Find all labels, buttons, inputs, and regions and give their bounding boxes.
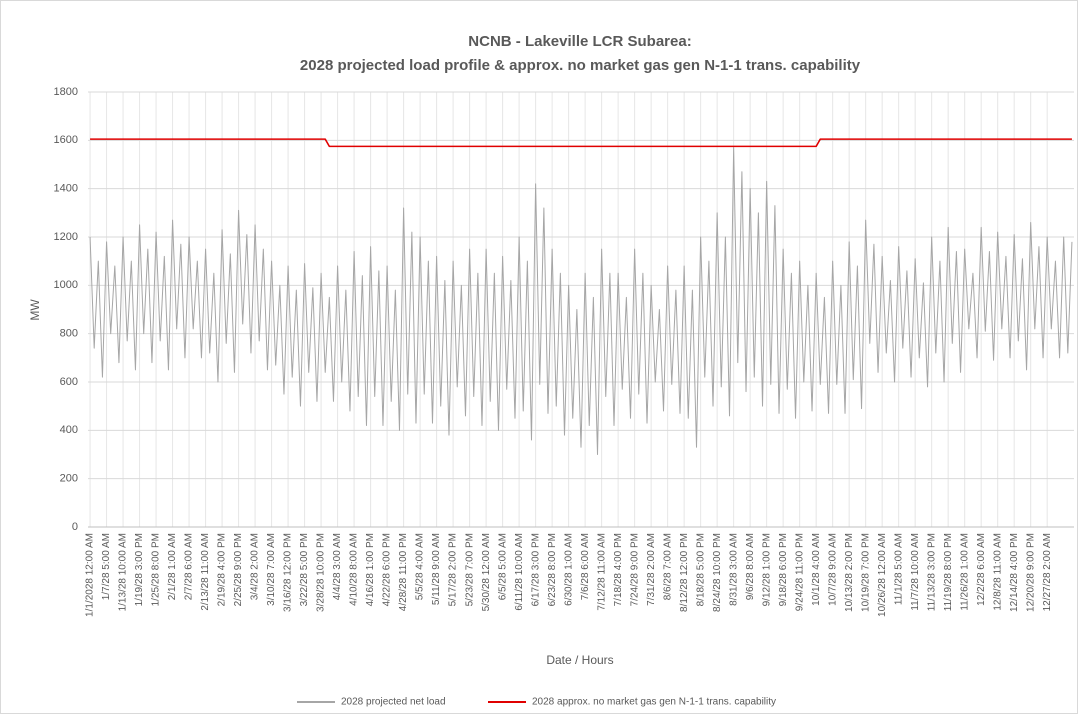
- y-tick-label: 600: [60, 376, 78, 388]
- x-tick-label: 7/18/28 4:00 PM: [613, 533, 624, 606]
- x-tick-label: 5/5/28 4:00 AM: [415, 533, 426, 600]
- x-tick-label: 2/1/28 1:00 AM: [167, 533, 178, 600]
- x-tick-label: 9/18/28 6:00 PM: [778, 533, 789, 606]
- x-tick-label: 3/4/28 2:00 AM: [250, 533, 261, 600]
- x-tick-label: 8/12/28 12:00 PM: [679, 533, 690, 612]
- y-tick-label: 800: [60, 328, 78, 340]
- y-tick-label: 0: [72, 521, 78, 533]
- series-line: [90, 138, 1072, 148]
- x-tick-label: 4/10/28 8:00 AM: [349, 533, 360, 606]
- x-tick-label: 10/19/28 7:00 PM: [860, 533, 871, 612]
- y-tick-label: 1400: [54, 183, 78, 195]
- x-tick-label: 6/23/28 8:00 PM: [547, 533, 558, 606]
- x-tick-label: 3/22/28 5:00 PM: [299, 533, 310, 606]
- y-tick-label: 1000: [54, 279, 78, 291]
- x-tick-label: 3/10/28 7:00 AM: [266, 533, 277, 606]
- x-tick-label: 8/31/28 3:00 AM: [728, 533, 739, 606]
- legend-label: 2028 projected net load: [341, 697, 446, 708]
- x-tick-label: 7/12/28 11:00 AM: [596, 533, 607, 611]
- x-tick-label: 4/28/28 11:00 PM: [398, 533, 409, 611]
- x-tick-label: 12/20/28 9:00 PM: [1025, 533, 1036, 612]
- x-tick-label: 10/26/28 12:00 AM: [877, 533, 888, 617]
- x-tick-label: 3/28/28 10:00 PM: [316, 533, 327, 612]
- x-tick-label: 4/16/28 1:00 PM: [365, 533, 376, 606]
- x-tick-label: 11/19/28 8:00 PM: [943, 533, 954, 611]
- y-tick-label: 1200: [54, 231, 78, 243]
- x-tick-label: 10/1/28 4:00 AM: [811, 533, 822, 606]
- x-tick-label: 4/22/28 6:00 PM: [382, 533, 393, 606]
- x-tick-label: 11/13/28 3:00 PM: [926, 533, 937, 611]
- legend-label: 2028 approx. no market gas gen N-1-1 tra…: [532, 697, 776, 708]
- x-axis-title: Date / Hours: [546, 653, 613, 667]
- x-tick-label: 10/7/28 9:00 AM: [827, 533, 838, 606]
- x-tick-label: 12/27/28 2:00 AM: [1042, 533, 1053, 611]
- x-tick-label: 6/17/28 3:00 PM: [530, 533, 541, 606]
- x-tick-label: 7/6/28 6:00 AM: [580, 533, 591, 600]
- chart-title: NCNB - Lakeville LCR Subarea:: [468, 33, 691, 50]
- x-tick-label: 5/30/28 12:00 AM: [481, 533, 492, 611]
- x-tick-label: 12/2/28 6:00 AM: [976, 533, 987, 606]
- x-tick-label: 1/19/28 3:00 PM: [134, 533, 145, 606]
- x-tick-label: 5/17/28 2:00 PM: [448, 533, 459, 606]
- x-tick-label: 2/19/28 4:00 PM: [217, 533, 228, 606]
- x-tick-label: 5/23/28 7:00 PM: [464, 533, 475, 606]
- x-tick-label: 7/24/28 9:00 PM: [629, 533, 640, 606]
- x-tick-label: 5/11/28 9:00 AM: [431, 533, 442, 605]
- x-tick-label: 9/12/28 1:00 PM: [761, 533, 772, 606]
- x-tick-label: 1/7/28 5:00 AM: [101, 533, 112, 600]
- y-tick-label: 400: [60, 424, 78, 436]
- x-tick-label: 11/26/28 1:00 AM: [959, 533, 970, 611]
- y-axis-title: MW: [28, 299, 42, 321]
- x-tick-label: 1/25/28 8:00 PM: [151, 533, 162, 606]
- x-tick-label: 11/1/28 5:00 AM: [893, 533, 904, 605]
- x-tick-label: 8/6/28 7:00 AM: [662, 533, 673, 600]
- y-tick-label: 200: [60, 473, 78, 485]
- x-tick-label: 9/24/28 11:00 PM: [794, 533, 805, 611]
- y-tick-label: 1800: [54, 86, 78, 98]
- x-tick-label: 2/25/28 9:00 PM: [233, 533, 244, 606]
- x-tick-label: 8/24/28 10:00 PM: [712, 533, 723, 612]
- x-tick-label: 12/14/28 4:00 PM: [1009, 533, 1020, 612]
- x-tick-label: 9/6/28 8:00 AM: [745, 533, 756, 600]
- y-tick-label: 1600: [54, 134, 78, 146]
- x-tick-label: 2/13/28 11:00 AM: [200, 533, 211, 611]
- chart-subtitle: 2028 projected load profile & approx. no…: [300, 57, 861, 74]
- x-tick-label: 1/1/2028 12:00 AM: [85, 533, 96, 617]
- x-tick-label: 4/4/28 3:00 AM: [332, 533, 343, 600]
- x-tick-label: 7/31/28 2:00 AM: [646, 533, 657, 606]
- x-tick-label: 1/13/28 10:00 AM: [118, 533, 129, 611]
- x-tick-label: 3/16/28 12:00 PM: [283, 533, 294, 612]
- x-tick-label: 11/7/28 10:00 AM: [910, 533, 921, 611]
- x-tick-label: 2/7/28 6:00 AM: [184, 533, 195, 600]
- x-tick-label: 8/18/28 5:00 PM: [695, 533, 706, 606]
- x-tick-label: 10/13/28 2:00 PM: [844, 533, 855, 612]
- x-tick-label: 6/11/28 10:00 AM: [514, 533, 525, 611]
- series-line: [89, 147, 1073, 455]
- x-tick-label: 12/8/28 11:00 AM: [992, 533, 1003, 611]
- x-tick-label: 6/30/28 1:00 AM: [563, 533, 574, 606]
- x-tick-label: 6/5/28 5:00 AM: [497, 533, 508, 600]
